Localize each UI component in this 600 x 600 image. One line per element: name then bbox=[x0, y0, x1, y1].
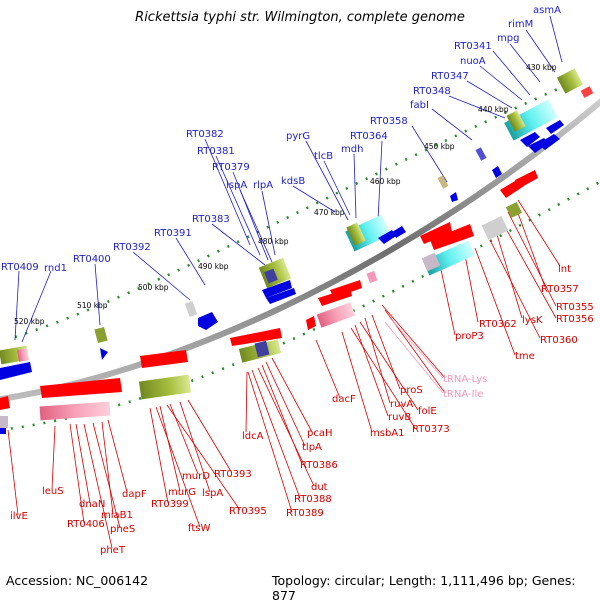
gene-label: RT0393 bbox=[214, 469, 252, 480]
gene-label: miaB1 bbox=[101, 510, 133, 521]
outer-tick-track bbox=[14, 86, 561, 339]
gene-label: RT0388 bbox=[294, 494, 332, 505]
tick-label-500: 500 kbp bbox=[138, 283, 169, 292]
tick-label-460: 460 kbp bbox=[370, 177, 401, 186]
gene-label: rnd1 bbox=[44, 263, 67, 274]
bottom-leader-lines bbox=[7, 199, 561, 549]
forward-gene-arrows bbox=[0, 120, 564, 380]
gene-label: RT0389 bbox=[286, 508, 324, 519]
tick-label-510: 510 kbp bbox=[77, 301, 108, 310]
gene-label: asmA bbox=[533, 5, 561, 16]
gene-label: RT0383 bbox=[192, 214, 230, 225]
top-gene-labels: asmA rimM mpg RT0341 nuoA RT0347 RT0348 … bbox=[1, 5, 561, 274]
tick-label-450: 450 kbp bbox=[424, 142, 455, 151]
gene-label: kdsB bbox=[281, 176, 305, 187]
gene-label: proP3 bbox=[455, 331, 484, 342]
gene-label: RT0358 bbox=[370, 116, 408, 127]
gene-label: mpg bbox=[497, 33, 519, 44]
gene-label: fabI bbox=[410, 100, 429, 111]
gene-label: RT0406 bbox=[67, 519, 105, 530]
tick-label-480: 480 kbp bbox=[258, 237, 289, 246]
gene-label: RT0355 bbox=[556, 302, 594, 313]
gene-label: ftsW bbox=[188, 523, 210, 534]
gene-label: RT0399 bbox=[151, 499, 189, 510]
outer-track-features bbox=[0, 68, 594, 365]
gene-label: RT0392 bbox=[113, 242, 151, 253]
gene-label: rimM bbox=[508, 19, 533, 30]
gene-label: pcaH bbox=[307, 428, 333, 439]
gene-label: dapF bbox=[122, 489, 147, 500]
gene-label: dut bbox=[311, 482, 328, 493]
gene-label: RT0381 bbox=[197, 146, 235, 157]
gene-label: tme bbox=[515, 351, 535, 362]
gene-label: RT0395 bbox=[229, 506, 267, 517]
gene-label: RT0364 bbox=[350, 131, 388, 142]
gene-label: lspA bbox=[202, 488, 223, 499]
genome-summary: Topology: circular; Length: 1,111,496 bp… bbox=[272, 573, 576, 600]
gene-label: RT0360 bbox=[540, 335, 578, 346]
gene-label: RT0409 bbox=[1, 262, 39, 273]
gene-label: ldcA bbox=[242, 431, 264, 442]
tick-label-470: 470 kbp bbox=[314, 208, 345, 217]
gene-label: lnt bbox=[558, 264, 571, 275]
gene-label: ruvA bbox=[390, 399, 413, 410]
gene-label: nuoA bbox=[460, 56, 486, 67]
gene-label: ilvE bbox=[10, 511, 28, 522]
reverse-gene-arrows bbox=[0, 170, 538, 410]
bottom-gene-labels: lnt RT0357 RT0355 RT0356 lysK RT0360 RT0… bbox=[10, 264, 594, 556]
gene-label: lspA bbox=[226, 180, 247, 191]
gene-label: pyrG bbox=[286, 131, 310, 142]
gene-label: dnaN bbox=[79, 499, 105, 510]
gene-label: RT0379 bbox=[212, 162, 250, 173]
gene-label: ruvB bbox=[388, 412, 411, 423]
gene-label: RT0356 bbox=[556, 314, 594, 325]
gene-label: proS bbox=[400, 385, 423, 396]
gene-label: tlcB bbox=[314, 151, 333, 162]
gene-label: pheT bbox=[100, 545, 126, 556]
tick-label-440: 440 kbp bbox=[478, 105, 509, 114]
gene-label: folE bbox=[418, 406, 437, 417]
gene-label: RT0382 bbox=[186, 129, 224, 140]
tick-label-520: 520 kbp bbox=[14, 317, 45, 326]
gene-label: tRNA-Lys bbox=[443, 374, 487, 385]
genome-backbone bbox=[0, 98, 600, 403]
gene-label: tRNA-Ile bbox=[443, 389, 483, 400]
gene-label: murG bbox=[168, 487, 196, 498]
gene-label: RT0341 bbox=[454, 41, 492, 52]
map-title: Rickettsia typhi str. Wilmington, comple… bbox=[135, 10, 465, 25]
gene-label: dacF bbox=[332, 394, 356, 405]
gene-label: murD bbox=[182, 471, 210, 482]
top-leader-lines bbox=[14, 15, 563, 343]
gene-label: lysK bbox=[522, 315, 543, 326]
inner-track-features bbox=[0, 201, 523, 434]
gene-label: RT0347 bbox=[431, 71, 469, 82]
gene-label: RT0348 bbox=[413, 86, 451, 97]
gene-label: RT0373 bbox=[412, 424, 450, 435]
trna-leader-lines bbox=[384, 317, 444, 394]
gene-label: RT0400 bbox=[73, 254, 111, 265]
gene-label: RT0357 bbox=[541, 284, 579, 295]
gene-label: RT0386 bbox=[300, 460, 338, 471]
kbp-tick-labels: 430 kbp 440 kbp 450 kbp 460 kbp 470 kbp … bbox=[14, 63, 557, 326]
gene-label: mdh bbox=[341, 144, 363, 155]
gene-label: rlpA bbox=[253, 180, 273, 191]
gene-label: RT0362 bbox=[479, 319, 517, 330]
tick-label-430: 430 kbp bbox=[526, 63, 557, 72]
inner-tick-track bbox=[0, 180, 600, 432]
tick-label-490: 490 kbp bbox=[198, 262, 229, 271]
gene-label: leuS bbox=[42, 486, 64, 497]
gene-label: RT0391 bbox=[154, 228, 192, 239]
gene-label: msbA1 bbox=[370, 428, 405, 439]
accession-label: Accession: NC_006142 bbox=[6, 573, 149, 588]
gene-label: pheS bbox=[110, 524, 135, 535]
gene-label: tlpA bbox=[302, 442, 322, 453]
